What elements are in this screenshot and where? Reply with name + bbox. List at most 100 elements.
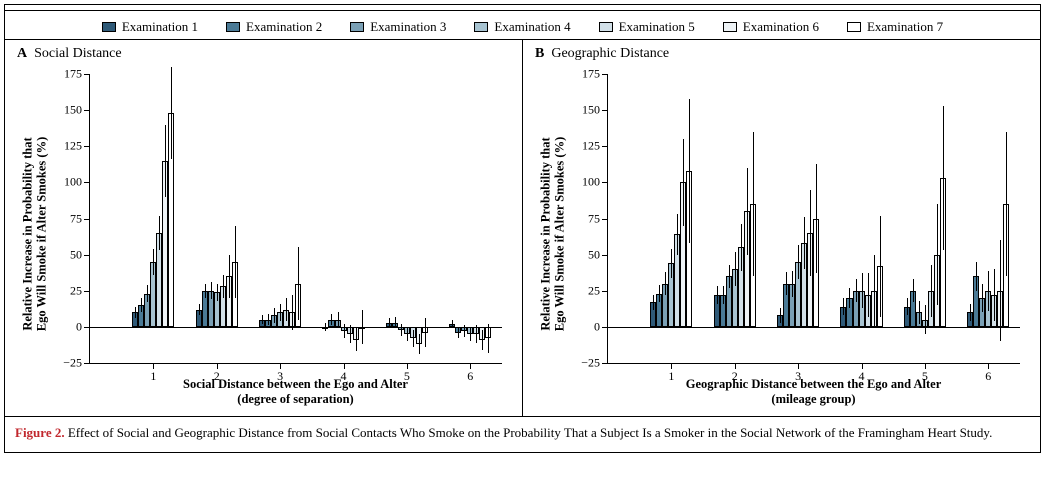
- error-bar: [913, 279, 914, 302]
- error-bar: [868, 273, 869, 316]
- y-tick-label: 100: [64, 175, 90, 190]
- y-tick-label: 125: [582, 139, 608, 154]
- legend-label: Examination 6: [743, 19, 819, 35]
- error-bar: [325, 323, 326, 332]
- y-tick-label: 50: [588, 247, 608, 262]
- panel-B-ylabel-box: Relative Increase in Probability thatEgo…: [535, 64, 571, 404]
- caption: Figure 2. Effect of Social and Geographi…: [5, 417, 1040, 452]
- legend-swatch-icon: [474, 22, 488, 32]
- y-tick-label: −25: [63, 356, 90, 371]
- error-bar: [880, 216, 881, 317]
- error-bar: [458, 327, 459, 339]
- error-bar: [862, 273, 863, 308]
- error-bar: [780, 308, 781, 322]
- error-bar: [689, 99, 690, 244]
- error-bar: [659, 285, 660, 302]
- y-tick-label: 25: [588, 283, 608, 298]
- y-tick-label: 175: [64, 67, 90, 82]
- error-bar: [401, 324, 402, 336]
- error-bar: [988, 271, 989, 311]
- figure-label: Figure 2.: [15, 425, 65, 440]
- error-bar: [856, 279, 857, 302]
- error-bar: [747, 168, 748, 255]
- legend-label: Examination 1: [122, 19, 198, 35]
- panel-A: A Social Distance Relative Increase in P…: [5, 40, 522, 416]
- error-bar: [356, 328, 357, 351]
- error-bar: [419, 334, 420, 354]
- error-bar: [298, 247, 299, 319]
- y-tick-label: 125: [64, 139, 90, 154]
- error-bar: [153, 249, 154, 275]
- error-bar: [843, 298, 844, 315]
- legend-label: Examination 3: [370, 19, 446, 35]
- error-bar: [874, 255, 875, 327]
- error-bar: [931, 265, 932, 317]
- error-bar: [135, 307, 136, 319]
- figure-frame: Examination 1 Examination 2 Examination 3 E…: [4, 4, 1041, 453]
- y-tick-label: 150: [582, 103, 608, 118]
- panel-A-plot: −250255075100125150175123456 Social Dist…: [53, 64, 510, 404]
- error-bar: [470, 327, 471, 341]
- error-bar: [786, 272, 787, 295]
- error-bar: [205, 284, 206, 298]
- y-tick-label: 75: [588, 211, 608, 226]
- error-bar: [976, 262, 977, 291]
- error-bar: [804, 217, 805, 269]
- error-bar: [1000, 240, 1001, 341]
- legend-swatch-icon: [723, 22, 737, 32]
- error-bar: [274, 308, 275, 322]
- error-bar: [331, 314, 332, 326]
- error-bar: [292, 295, 293, 330]
- legend-swatch-icon: [847, 22, 861, 32]
- error-bar: [488, 324, 489, 353]
- caption-text: Effect of Social and Geographic Distance…: [68, 425, 992, 440]
- error-bar: [229, 255, 230, 298]
- y-tick-label: 100: [582, 175, 608, 190]
- error-bar: [1006, 132, 1007, 277]
- error-bar: [407, 327, 408, 341]
- error-bar: [753, 132, 754, 277]
- error-bar: [907, 298, 908, 315]
- error-bar: [653, 295, 654, 309]
- error-bar: [994, 269, 995, 321]
- panel-B-plot: −250255075100125150175123456 Geographic …: [571, 64, 1028, 404]
- legend-label: Examination 5: [619, 19, 695, 35]
- panel-A-xlabel: Social Distance between the Ego and Alte…: [89, 377, 502, 406]
- panel-A-ylabel-box: Relative Increase in Probability thatEgo…: [17, 64, 53, 404]
- legend-swatch-icon: [599, 22, 613, 32]
- error-bar: [943, 106, 944, 251]
- legend-item-5: Examination 5: [599, 19, 695, 35]
- panel-B-title: B Geographic Distance: [535, 46, 1028, 62]
- error-bar: [729, 265, 730, 288]
- error-bar: [199, 304, 200, 316]
- legend-label: Examination 2: [246, 19, 322, 35]
- y-tick-label: 150: [64, 103, 90, 118]
- legend-item-2: Examination 2: [226, 19, 322, 35]
- panel-B-xlabel: Geographic Distance between the Ego and …: [607, 377, 1020, 406]
- y-tick-label: 175: [582, 67, 608, 82]
- error-bar: [970, 304, 971, 321]
- error-bar: [741, 224, 742, 270]
- panel-A-ylabel: Relative Increase in Probability thatEgo…: [21, 137, 50, 331]
- error-bar: [217, 284, 218, 301]
- error-bar: [159, 216, 160, 251]
- panel-A-title: A Social Distance: [17, 46, 510, 62]
- error-bar: [425, 318, 426, 347]
- error-bar: [792, 271, 793, 297]
- error-bar: [816, 164, 817, 274]
- error-bar: [482, 330, 483, 350]
- error-bar: [798, 245, 799, 280]
- error-bar: [677, 214, 678, 254]
- legend-label: Examination 7: [867, 19, 943, 35]
- y-tick-label: 75: [70, 211, 90, 226]
- y-tick-label: 0: [76, 319, 90, 334]
- error-bar: [350, 325, 351, 342]
- panel-A-axis: −250255075100125150175123456: [89, 74, 502, 364]
- legend-item-1: Examination 1: [102, 19, 198, 35]
- error-bar: [235, 226, 236, 298]
- error-bar: [810, 190, 811, 277]
- error-bar: [268, 314, 269, 326]
- error-bar: [717, 286, 718, 303]
- legend-item-6: Examination 6: [723, 19, 819, 35]
- legend-item-3: Examination 3: [350, 19, 446, 35]
